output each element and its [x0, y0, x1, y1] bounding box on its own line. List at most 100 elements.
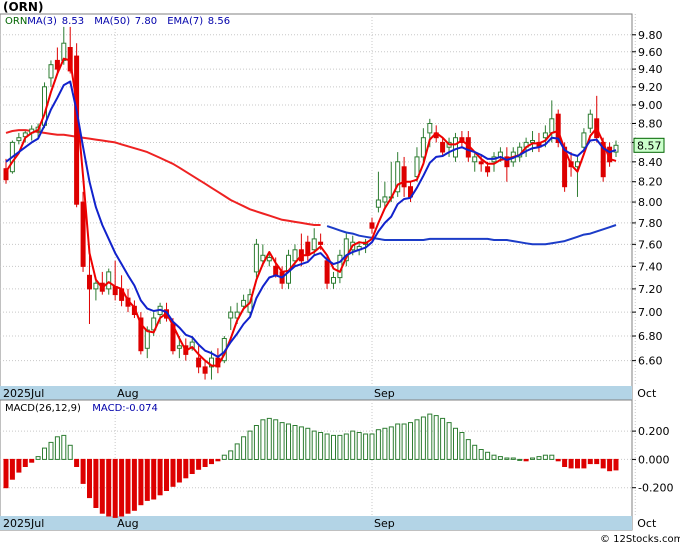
macd-y-tick-label: 0.000: [638, 453, 670, 466]
candle-body: [151, 317, 157, 331]
price-x-tick-label: Sep: [374, 387, 395, 400]
macd-bar: [42, 447, 47, 460]
macd-bar: [112, 458, 118, 518]
macd-bar: [600, 458, 606, 469]
price-y-tick-label: 7.40: [638, 260, 663, 273]
price-y-tick-label: 9.00: [638, 99, 663, 112]
last-price-tag: 8.57: [633, 137, 665, 153]
macd-bar: [536, 456, 542, 460]
macd-bar: [485, 451, 491, 460]
price-legend-value: 8.56: [208, 16, 230, 27]
macd-bar: [562, 458, 568, 467]
macd-panel: 0.200 0.000 -0.200 2025Jul Aug Sep Oct: [0, 399, 673, 531]
candle-body: [3, 168, 9, 181]
macd-bar: [35, 456, 41, 460]
macd-bar: [253, 425, 259, 460]
candle-body: [228, 311, 234, 319]
candle-body: [375, 199, 381, 208]
macd-bar: [266, 417, 272, 460]
candle-body: [382, 196, 388, 203]
price-y-tick-label: 9.60: [638, 46, 663, 59]
macd-bar: [388, 426, 394, 460]
macd-bar: [196, 458, 202, 470]
candle-body: [176, 345, 182, 349]
macd-bar: [607, 458, 613, 472]
candle-body: [202, 366, 208, 374]
macd-bar: [234, 443, 240, 460]
macd-bar: [613, 458, 619, 471]
candle-body: [324, 260, 330, 284]
macd-bar: [459, 432, 465, 460]
macd-bar: [298, 426, 304, 460]
macd-bar: [221, 454, 227, 460]
price-y-tick-label: 8.00: [638, 196, 663, 209]
macd-bar: [420, 416, 426, 460]
macd-bar: [247, 430, 253, 460]
macd-bar: [74, 458, 80, 467]
macd-bar: [575, 458, 580, 469]
price-y-axis: 9.809.609.409.209.008.808.608.408.208.00…: [632, 29, 663, 368]
candle-body: [93, 282, 99, 290]
macd-bar: [375, 429, 381, 460]
candle-body: [453, 137, 458, 158]
macd-bar: [48, 441, 54, 460]
macd-bar: [542, 454, 548, 460]
ema7-line: [5, 80, 617, 358]
macd-bar: [106, 458, 112, 517]
macd-bar: [414, 419, 420, 460]
candle-body: [87, 274, 92, 290]
macd-bar: [587, 458, 593, 465]
price-y-tick-label: 7.80: [638, 217, 663, 230]
candle-body: [530, 140, 535, 143]
macd-bar: [491, 454, 497, 460]
macd-bar: [395, 423, 401, 460]
candle-body: [414, 156, 420, 178]
ma50-lead-path: [5, 129, 321, 226]
macd-x-tick-label: Aug: [117, 517, 138, 530]
last-price-label: 8.57: [637, 139, 662, 152]
candle-body: [273, 265, 279, 276]
macd-bar: [241, 436, 247, 460]
macd-bar: [131, 458, 137, 511]
macd-bar: [138, 458, 144, 506]
macd-bar: [125, 458, 131, 514]
macd-bar: [99, 458, 105, 514]
candle-body: [401, 166, 407, 188]
price-legend-label: MA(3): [27, 16, 57, 27]
macd-bar: [215, 458, 221, 462]
candle-body: [253, 243, 259, 273]
macd-bar: [401, 423, 407, 460]
macd-bar: [504, 457, 510, 460]
price-legend: ORN MA(3) 8.53 MA(50) 7.80 EMA(7) 8.56: [3, 15, 231, 27]
price-y-tick-label: 9.20: [638, 81, 663, 94]
macd-bar: [228, 450, 234, 460]
price-legend-label: EMA(7): [167, 16, 203, 27]
price-x-tick-label: Aug: [117, 387, 138, 400]
macd-bar: [93, 458, 99, 508]
candle-body: [485, 166, 491, 173]
candle-body: [138, 317, 144, 352]
macd-bar: [555, 458, 561, 462]
macd-bar: [29, 458, 35, 463]
price-y-tick-label: 7.00: [638, 306, 663, 319]
price-x-tick-label: 2025Jul: [3, 387, 44, 400]
candle-body: [16, 137, 22, 142]
price-panel-frame: [0, 13, 633, 401]
macd-bar: [440, 417, 446, 460]
candle-body: [504, 156, 510, 168]
macd-bar: [427, 413, 433, 460]
candle-body: [587, 113, 593, 129]
macd-bar: [189, 458, 195, 474]
candle-body: [331, 277, 336, 284]
macd-x-axis: 2025Jul Aug Sep Oct: [3, 517, 657, 530]
macd-bar: [16, 458, 22, 473]
macd-bar: [568, 458, 574, 469]
candle-body: [48, 64, 54, 79]
candle-body: [440, 141, 446, 153]
macd-bar: [22, 458, 28, 467]
last-price-box: [633, 137, 665, 153]
price-y-tick-label: 7.20: [638, 283, 663, 296]
macd-bar: [337, 434, 343, 460]
